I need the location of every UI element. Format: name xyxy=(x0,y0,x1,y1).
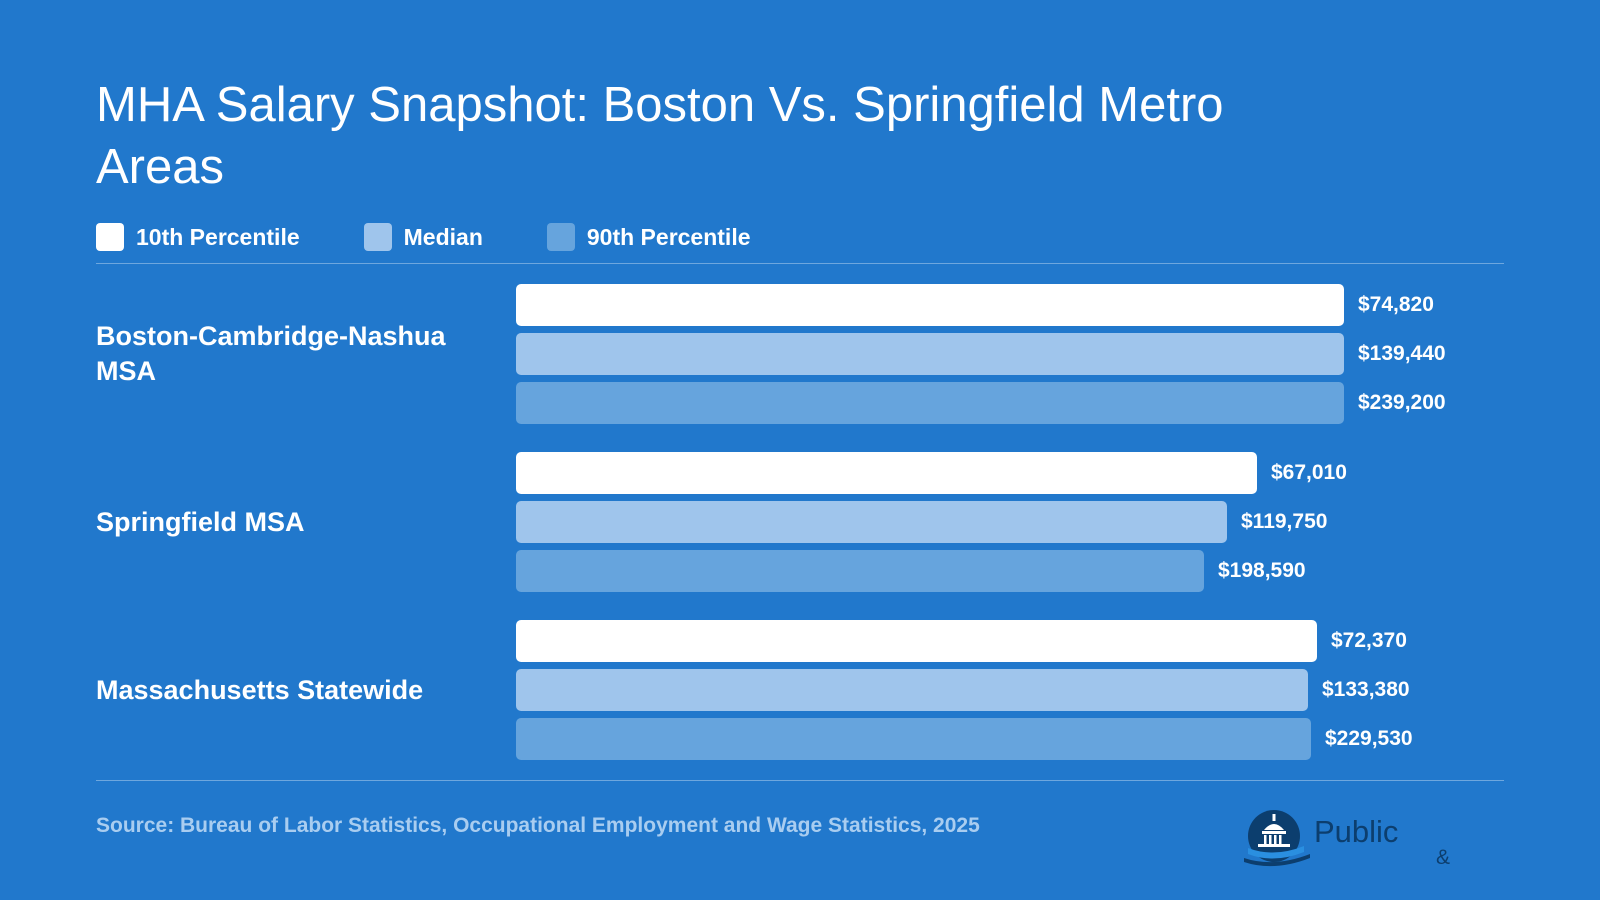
bar-springfield-msa-90th-percentile xyxy=(516,550,1204,592)
bar-value-label: $119,750 xyxy=(1241,510,1328,533)
top-divider xyxy=(96,263,1504,264)
legend-label: 10th Percentile xyxy=(136,223,300,250)
bar-value-label: $239,200 xyxy=(1358,391,1446,414)
bar-boston-cambridge-nashua-msa-10th-percentile xyxy=(516,284,1344,326)
bar-massachusetts-statewide-10th-percentile xyxy=(516,620,1317,662)
bar-value-label: $72,370 xyxy=(1331,629,1407,652)
logo-ampersand: & xyxy=(1436,846,1451,869)
category-label-boston-cambridge-nashua-msa: Boston-Cambridge-Nashua MSA xyxy=(96,321,446,386)
legend-label: Median xyxy=(403,223,483,250)
legend-swatch xyxy=(363,223,392,251)
legend: 10th Percentile Median 90th Percentile xyxy=(96,222,751,252)
bar-value-label: $133,380 xyxy=(1322,678,1410,701)
bar-springfield-msa-median xyxy=(516,501,1227,543)
bar-value-label: $67,010 xyxy=(1271,461,1347,484)
bar-value-label: $198,590 xyxy=(1218,559,1306,582)
bar-value-label: $139,440 xyxy=(1358,342,1446,365)
category-label-massachusetts-statewide: Massachusetts Statewide xyxy=(96,674,424,705)
capitol-dome-icon xyxy=(1244,810,1310,867)
bar-boston-cambridge-nashua-msa-90th-percentile xyxy=(516,382,1344,424)
bar-boston-cambridge-nashua-msa-median xyxy=(516,333,1344,375)
bar-massachusetts-statewide-90th-percentile xyxy=(516,718,1311,760)
legend-item-90th-percentile: 90th Percentile xyxy=(546,223,751,251)
legend-label: 90th Percentile xyxy=(586,223,751,250)
logo-wordmark: Public xyxy=(1314,814,1399,849)
publisher-logo: Public & xyxy=(1244,808,1514,878)
bar-massachusetts-statewide-median xyxy=(516,669,1308,711)
bar-springfield-msa-10th-percentile xyxy=(516,452,1257,494)
legend-item-10th-percentile: 10th Percentile xyxy=(96,223,300,251)
bottom-divider xyxy=(96,780,1504,781)
source-note: Source: Bureau of Labor Statistics, Occu… xyxy=(96,814,980,837)
chart-title: MHA Salary Snapshot: Boston Vs. Springfi… xyxy=(96,78,1224,194)
bar-value-label: $74,820 xyxy=(1358,293,1434,316)
bar-value-label: $229,530 xyxy=(1325,727,1413,750)
legend-swatch xyxy=(96,223,124,251)
category-label-springfield-msa: Springfield MSA xyxy=(96,506,305,537)
legend-swatch xyxy=(546,223,575,251)
legend-item-median: Median xyxy=(363,223,483,251)
